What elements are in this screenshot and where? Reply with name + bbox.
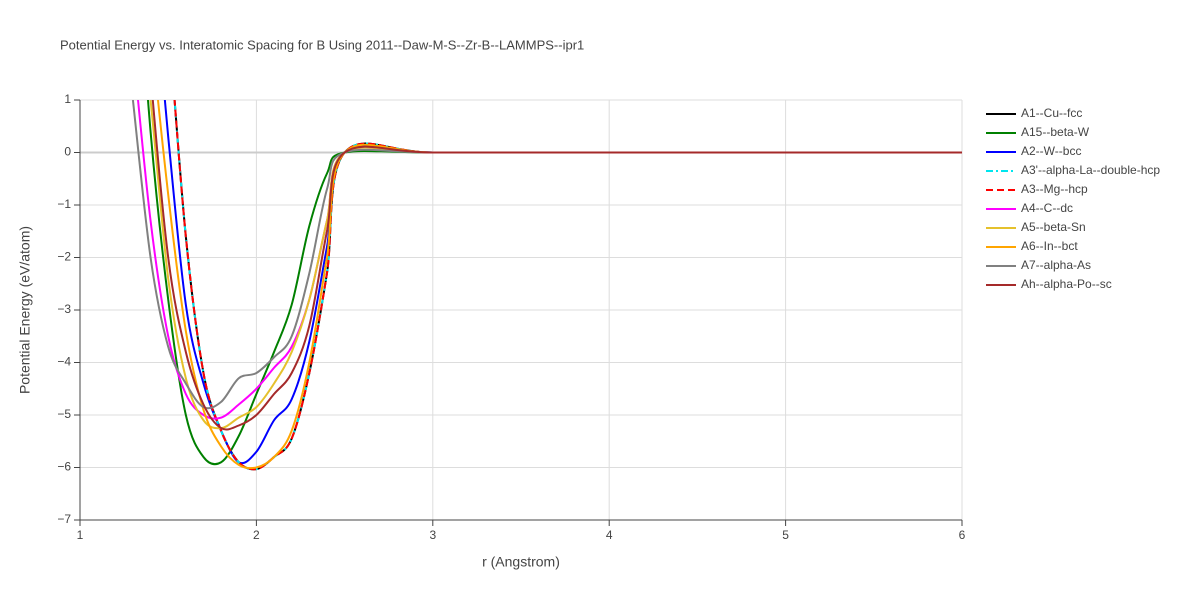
y-tick-label: −1 [57, 197, 71, 211]
y-tick-label: 0 [64, 145, 71, 159]
x-axis-label: r (Angstrom) [482, 554, 560, 570]
legend-label: A3'--alpha-La--double-hcp [1021, 163, 1160, 177]
legend-label: Ah--alpha-Po--sc [1021, 277, 1112, 291]
plot-area [131, 100, 962, 471]
x-tick-label: 3 [429, 528, 436, 542]
x-tick-label: 5 [782, 528, 789, 542]
legend-label: A3--Mg--hcp [1021, 182, 1088, 196]
y-tick-label: −6 [57, 460, 71, 474]
legend-label: A5--beta-Sn [1021, 220, 1086, 234]
legend-label: A15--beta-W [1021, 125, 1090, 139]
line [156, 100, 962, 470]
line [173, 100, 962, 471]
x-tick-label: 6 [959, 528, 966, 542]
legend-label: A1--Cu--fcc [1021, 106, 1082, 120]
line [151, 100, 962, 431]
y-axis-label: Potential Energy (eV/atom) [17, 226, 33, 394]
line [173, 100, 962, 471]
legend-label: A7--alpha-As [1021, 258, 1091, 272]
y-tick-label: −3 [57, 302, 71, 316]
y-tick-label: 1 [64, 92, 71, 106]
x-tick-label: 4 [606, 528, 613, 542]
legend-label: A6--In--bct [1021, 239, 1078, 253]
chart-title: Potential Energy vs. Interatomic Spacing… [60, 37, 584, 52]
x-tick-label: 1 [77, 528, 84, 542]
y-tick-label: −7 [57, 512, 71, 526]
line [149, 100, 962, 430]
y-tick-label: −4 [57, 355, 71, 369]
line [173, 100, 962, 471]
y-tick-label: −5 [57, 407, 71, 421]
line [146, 100, 962, 466]
legend-label: A4--C--dc [1021, 201, 1073, 215]
legend-label: A2--W--bcc [1021, 144, 1081, 158]
x-tick-label: 2 [253, 528, 260, 542]
y-tick-label: −2 [57, 250, 71, 264]
